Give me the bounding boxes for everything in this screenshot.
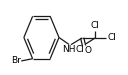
Text: Cl: Cl (108, 33, 116, 42)
Text: Br: Br (11, 56, 21, 65)
Text: O: O (85, 46, 92, 55)
Text: Cl: Cl (91, 21, 100, 30)
Text: Cl: Cl (75, 45, 84, 54)
Text: NH: NH (62, 45, 76, 54)
